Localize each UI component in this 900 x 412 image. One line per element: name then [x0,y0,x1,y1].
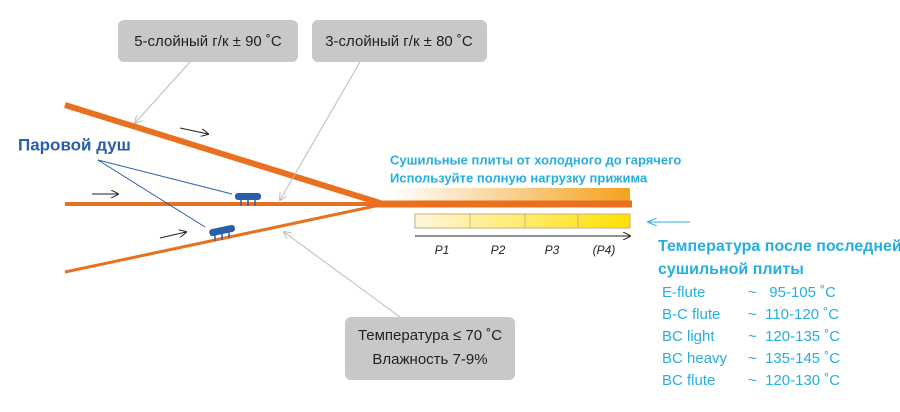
webs [64,61,690,318]
label: сушильной плиты [658,261,804,278]
label: 5-слойный г/к ± 90 ˚C [134,33,282,50]
plate-label: P2 [491,243,506,257]
label: 3-слойный г/к ± 80 ˚C [325,33,473,50]
label: Температура ≤ 70 ˚C [358,327,502,344]
plate-label: P1 [435,243,450,257]
label: Температура после последней [658,238,900,255]
cell: BC heavy [662,350,728,367]
cell: B-C flute [662,306,720,323]
cell: ~ 120-135 ˚C [748,328,840,345]
label: Сушильные плиты от холодного до гарячего [390,152,681,167]
cell: ~ 110-120 ˚C [748,306,839,323]
cell: BC flute [662,372,715,389]
plates: P1 P2 P3 (P4) [435,243,616,257]
plate-label: P3 [545,243,560,257]
label: Используйте полную нагрузку прижима [390,170,648,185]
plate-label: (P4) [593,243,616,257]
label: Паровой душ [18,135,131,154]
table: E-flute ~ 95-105 ˚C B-C flute ~ 110-120 ˚C B… [662,284,840,389]
cell: E-flute [662,284,705,301]
cell: BC light [662,328,715,345]
cell: ~ 120-130 ˚C [748,372,840,389]
label: Влажность 7-9% [372,351,487,368]
cell: ~ 135-145 ˚C [748,350,840,367]
cell: ~ 95-105 ˚C [748,284,836,301]
